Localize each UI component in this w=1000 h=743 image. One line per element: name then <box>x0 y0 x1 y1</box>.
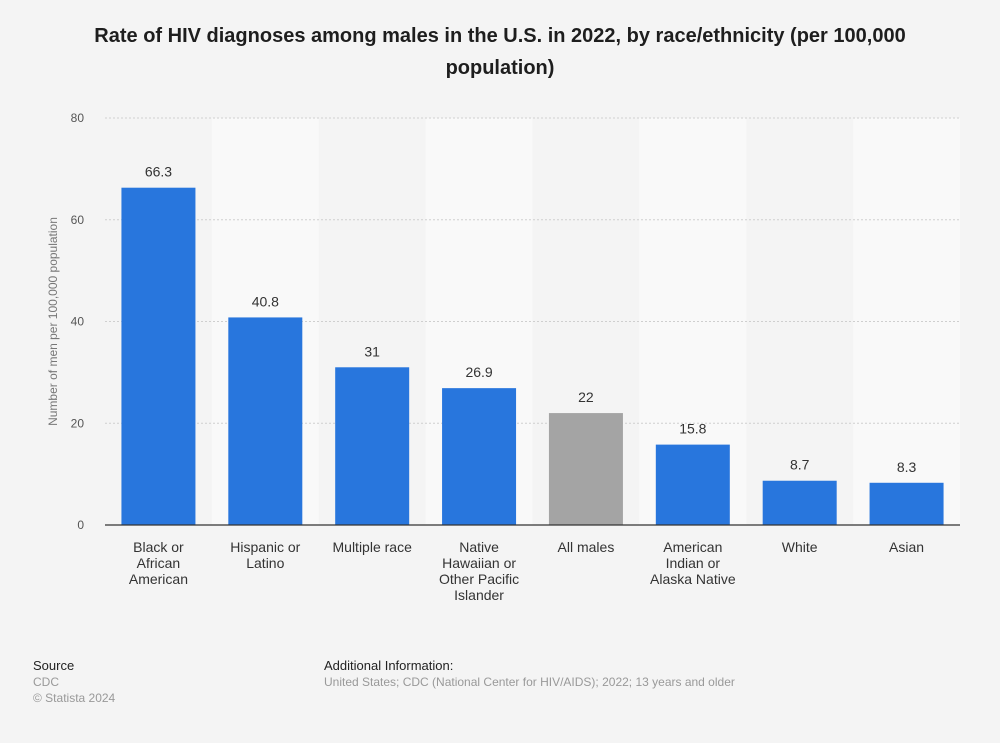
y-axis-title: Number of men per 100,000 population <box>46 217 60 426</box>
source-block: Source CDC © Statista 2024 <box>33 658 115 706</box>
data-label: 8.3 <box>897 459 917 475</box>
bar <box>442 388 517 525</box>
additional-info-text: United States; CDC (National Center for … <box>324 675 735 689</box>
x-tick-label: Asian <box>889 539 924 555</box>
bar <box>548 413 623 525</box>
y-tick-label: 20 <box>71 416 85 430</box>
bar <box>228 317 303 525</box>
x-tick-label: Native <box>459 539 499 555</box>
x-tick-label: Latino <box>246 555 284 571</box>
chart-title: Rate of HIV diagnoses among males in the… <box>94 25 906 79</box>
bar-chart: 0 20 40 60 80 Number of men per 100,000 popul… <box>46 111 960 603</box>
x-tick-label: Hawaiian or <box>442 555 516 571</box>
x-tick-label: African <box>137 555 181 571</box>
additional-info-block: Additional Information: United States; C… <box>324 658 735 690</box>
y-tick-label: 40 <box>71 315 85 329</box>
data-label: 15.8 <box>679 421 706 437</box>
bar <box>655 444 730 525</box>
bar <box>762 480 837 525</box>
copyright-text: © Statista 2024 <box>33 691 116 705</box>
bar <box>121 187 196 526</box>
x-tick-label: Hispanic or <box>230 539 300 555</box>
additional-info-heading: Additional Information: <box>324 658 454 673</box>
data-label: 26.9 <box>465 364 492 380</box>
y-tick-label: 80 <box>71 111 85 125</box>
x-tick-label: All males <box>558 539 615 555</box>
y-tick-label: 0 <box>77 518 84 532</box>
x-tick-label: Islander <box>454 587 504 603</box>
x-tick-label: American <box>129 571 188 587</box>
x-tick-label: Black or <box>133 539 184 555</box>
x-tick-label: Multiple race <box>333 539 413 555</box>
source-heading: Source <box>33 658 75 673</box>
y-tick-label: 60 <box>71 213 85 227</box>
data-label: 8.7 <box>790 457 810 473</box>
x-tick-label: American <box>663 539 722 555</box>
data-label: 22 <box>578 389 594 405</box>
data-label: 31 <box>364 343 380 359</box>
source-link[interactable]: CDC <box>33 674 115 690</box>
bar <box>335 367 410 525</box>
bar <box>869 482 944 525</box>
x-tick-label: Indian or <box>666 555 721 571</box>
x-tick-label: Other Pacific <box>439 571 519 587</box>
x-tick-label: Alaska Native <box>650 571 736 587</box>
source-value[interactable]: CDC <box>33 675 59 689</box>
x-tick-label: White <box>782 539 818 555</box>
data-label: 40.8 <box>252 293 279 309</box>
data-label: 66.3 <box>145 164 172 180</box>
